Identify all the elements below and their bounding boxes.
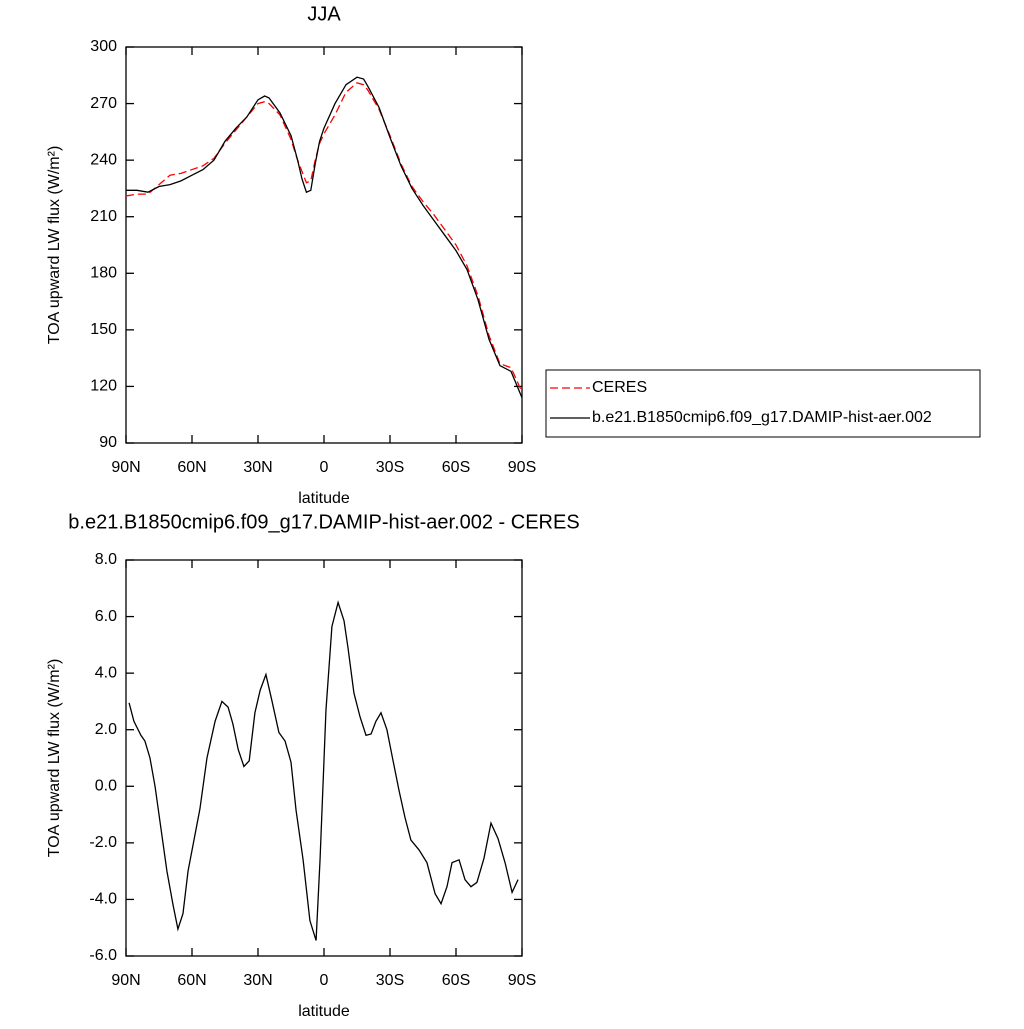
data-line <box>128 600 519 941</box>
legend-box <box>545 369 981 438</box>
y-tick-label: 240 <box>90 151 117 168</box>
y-tick-label: 210 <box>90 208 117 225</box>
y-tick-label: 150 <box>90 321 117 338</box>
y-tick-label: 270 <box>90 95 117 112</box>
chart-title: b.e21.B1850cmip6.f09_g17.DAMIP-hist-aer.… <box>68 511 579 533</box>
data-line <box>126 76 523 398</box>
x-tick-label: 30N <box>243 972 272 989</box>
y-tick-label: 180 <box>90 265 117 282</box>
legend-label: CERES <box>592 379 647 396</box>
x-tick-label: 60S <box>442 459 470 476</box>
y-axis-label: TOA upward LW flux (W/m²) <box>46 146 63 345</box>
x-tick-label: 30N <box>243 459 272 476</box>
legend-label: b.e21.B1850cmip6.f09_g17.DAMIP-hist-aer.… <box>592 409 932 426</box>
y-tick-label: 300 <box>90 38 117 55</box>
x-tick-label: 90N <box>111 459 140 476</box>
y-tick-label: -4.0 <box>89 891 117 908</box>
x-tick-label: 0 <box>320 972 329 989</box>
x-tick-label: 90S <box>508 459 536 476</box>
y-tick-label: 4.0 <box>95 664 117 681</box>
y-tick-label: -2.0 <box>89 834 117 851</box>
y-tick-label: 2.0 <box>95 721 117 738</box>
x-tick-label: 60N <box>177 972 206 989</box>
plot-frame <box>125 46 523 444</box>
y-axis-label: TOA upward LW flux (W/m²) <box>46 659 63 858</box>
y-tick-label: 120 <box>90 378 117 395</box>
x-axis-label: latitude <box>298 490 350 507</box>
x-tick-label: 90S <box>508 972 536 989</box>
data-line <box>125 82 523 393</box>
x-tick-label: 90N <box>111 972 140 989</box>
y-tick-label: 8.0 <box>95 551 117 568</box>
x-tick-label: 60S <box>442 972 470 989</box>
chart-title: JJA <box>307 3 341 25</box>
y-tick-label: -6.0 <box>89 947 117 964</box>
y-tick-label: 6.0 <box>95 608 117 625</box>
x-tick-label: 30S <box>376 972 404 989</box>
y-tick-label: 0.0 <box>95 778 117 795</box>
x-tick-label: 60N <box>177 459 206 476</box>
x-tick-label: 30S <box>376 459 404 476</box>
x-axis-label: latitude <box>298 1003 350 1020</box>
y-tick-label: 90 <box>99 434 117 451</box>
x-tick-label: 0 <box>320 459 329 476</box>
